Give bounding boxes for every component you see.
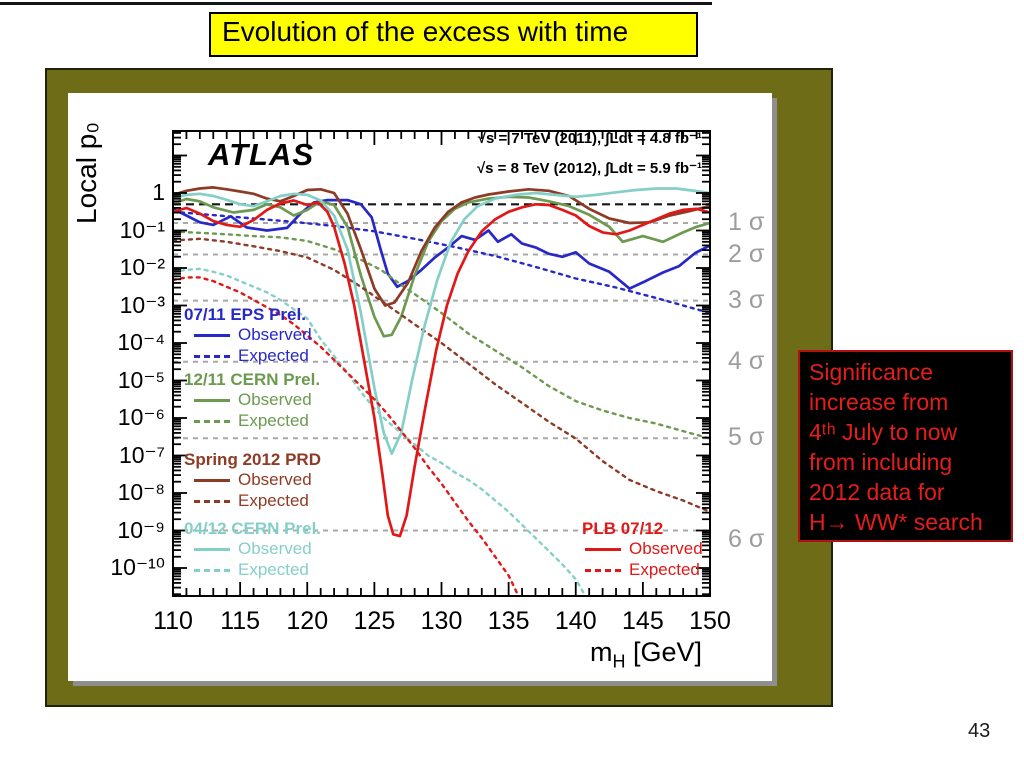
legend-solid-line-swatch	[585, 547, 621, 551]
legend-dashed-line-swatch	[194, 419, 230, 423]
legend-item: Expected	[194, 411, 309, 431]
beam-conditions-2011: √s = 7 TeV (2011), ∫Ldt = 4.8 fb⁻¹	[477, 130, 702, 147]
y-tick-label: 10⁻¹⁰	[110, 554, 165, 580]
legend-item-label: Observed	[238, 325, 312, 344]
x-tick-label: 145	[622, 607, 664, 635]
axis-ticks	[172, 131, 711, 596]
legend-dashed-line-swatch	[194, 354, 230, 358]
legend-item: Observed	[194, 390, 312, 410]
legend-item: Observed	[194, 325, 312, 345]
legend-item-label: Observed	[238, 539, 312, 558]
legend-group-title: Spring 2012 PRD	[184, 450, 321, 469]
p0-chart	[172, 130, 711, 597]
curve-12-11-cern-prel-observed	[173, 195, 710, 338]
legend-group-title: PLB 07/12	[582, 519, 664, 538]
curve-spring-2012-prd-observed	[173, 186, 710, 307]
legend-item-label: Expected	[238, 560, 309, 579]
legend-dashed-line-swatch	[194, 499, 230, 503]
legend-solid-line-swatch	[194, 398, 230, 402]
page-number: 43	[968, 720, 991, 742]
experiment-label: ATLAS	[208, 137, 315, 172]
legend-item-label: Observed	[629, 539, 703, 558]
sigma-label: 5 σ	[728, 423, 765, 452]
atlas-p0-plot: ATLAS √s = 7 TeV (2011), ∫Ldt = 4.8 fb⁻¹…	[68, 93, 772, 681]
legend-group-title: 07/11 EPS Prel.	[184, 305, 306, 324]
legend-solid-line-swatch	[194, 547, 230, 551]
x-tick-label: 130	[420, 607, 463, 635]
curve-04-12-cern-prel-expected	[173, 267, 587, 596]
legend-solid-line-swatch	[194, 478, 230, 482]
curve-spring-2012-prd-expected	[173, 237, 710, 513]
x-tick-label: 135	[487, 607, 530, 635]
curve-plb-07-12-observed	[173, 199, 710, 538]
legend-item: Expected	[194, 346, 309, 366]
y-tick-label: 10⁻⁷	[118, 441, 165, 468]
y-tick-label: 10⁻²	[119, 254, 165, 280]
y-tick-label: 10⁻⁸	[117, 479, 165, 505]
plot-frame-background: ATLAS √s = 7 TeV (2011), ∫Ldt = 4.8 fb⁻¹…	[45, 68, 833, 707]
y-tick-label: 10⁻⁵	[117, 366, 165, 393]
y-tick-label: 1	[152, 179, 165, 205]
x-tick-label: 140	[554, 607, 597, 635]
legend-item: Observed	[194, 539, 312, 559]
legend-item-label: Expected	[629, 560, 700, 579]
sigma-label: 6 σ	[728, 524, 765, 553]
legend-item: Observed	[585, 539, 703, 559]
x-tick-label: 115	[220, 607, 261, 635]
legend-item-label: Observed	[238, 470, 312, 489]
annotation-line: increase from	[809, 389, 949, 415]
annotation-line: 2012 data for	[809, 479, 945, 505]
y-tick-label: 10⁻³	[119, 291, 165, 318]
y-tick-label: 10⁻⁹	[117, 516, 165, 543]
annotation-line: from including	[809, 449, 953, 475]
annotation-line: Significance	[809, 359, 934, 385]
slide-title: Evolution of the excess with time	[222, 16, 629, 47]
legend-solid-line-swatch	[194, 333, 230, 337]
x-axis-title: mH [GeV]	[589, 637, 702, 672]
beam-conditions-2012: √s = 8 TeV (2012), ∫Ldt = 5.9 fb⁻¹	[476, 160, 702, 177]
y-tick-label: 10⁻⁶	[117, 404, 165, 430]
legend-group-title: 12/11 CERN Prel.	[184, 370, 321, 389]
legend-dashed-line-swatch	[585, 568, 621, 572]
legend-item-label: Observed	[238, 390, 312, 409]
x-tick-label: 150	[689, 607, 731, 635]
legend-item: Expected	[194, 491, 309, 511]
y-tick-label: 10⁻⁴	[117, 329, 165, 355]
x-tick-label: 125	[353, 607, 396, 635]
legend-item: Expected	[194, 560, 309, 580]
legend-item: Expected	[585, 560, 700, 580]
sigma-label: 3 σ	[728, 285, 765, 314]
legend-item-label: Expected	[238, 346, 309, 365]
x-tick-label: 120	[286, 607, 329, 635]
sigma-label: 4 σ	[728, 346, 765, 375]
y-tick-label: 10⁻¹	[119, 216, 165, 243]
sigma-label: 2 σ	[728, 239, 765, 268]
top-divider	[0, 2, 712, 5]
annotation-line: 4ᵗʰ July to now	[809, 419, 958, 445]
legend-item-label: Expected	[238, 491, 309, 510]
legend-group-title: 04/12 CERN Prel.	[184, 519, 322, 538]
x-tick-label: 110	[153, 607, 193, 635]
legend-item-label: Expected	[238, 411, 309, 430]
annotation-box: Significance increase from 4ᵗʰ July to n…	[798, 350, 1013, 542]
legend-dashed-line-swatch	[194, 568, 230, 572]
legend-item: Observed	[194, 470, 312, 490]
annotation-line: H→ WW* search	[809, 509, 983, 535]
sigma-label: 1 σ	[728, 208, 765, 236]
slide-title-box: Evolution of the excess with time	[209, 12, 698, 57]
curve-07-11-eps-prel-observed	[173, 198, 710, 290]
curve-07-11-eps-prel-expected	[173, 210, 710, 315]
